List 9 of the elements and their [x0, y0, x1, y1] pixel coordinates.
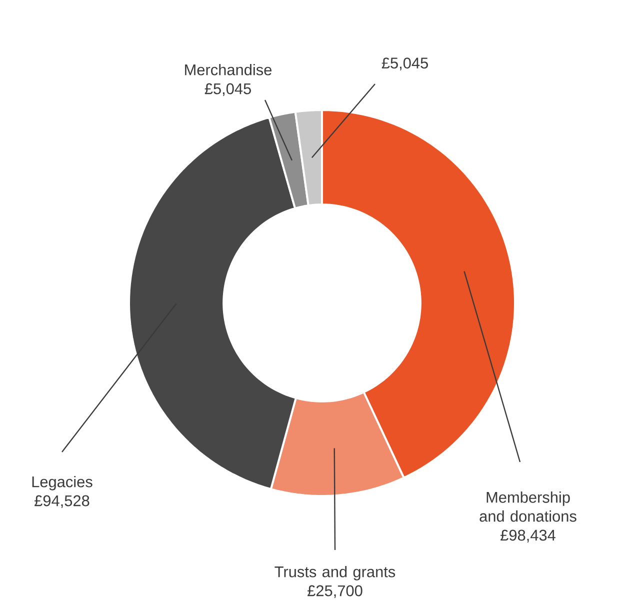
slice-label: Trusts and grants — [274, 566, 396, 580]
slice-label: Legacies — [32, 476, 92, 490]
data-label: £5,045 — [382, 58, 428, 70]
data-label: £94,528 — [34, 495, 90, 508]
slice-label: Membership and donations — [480, 491, 576, 522]
data-label: £98,434 — [500, 530, 556, 543]
data-label: £25,700 — [308, 585, 362, 598]
slice-label: Merchandise — [185, 64, 272, 76]
data-label: £5,045 — [204, 83, 251, 96]
